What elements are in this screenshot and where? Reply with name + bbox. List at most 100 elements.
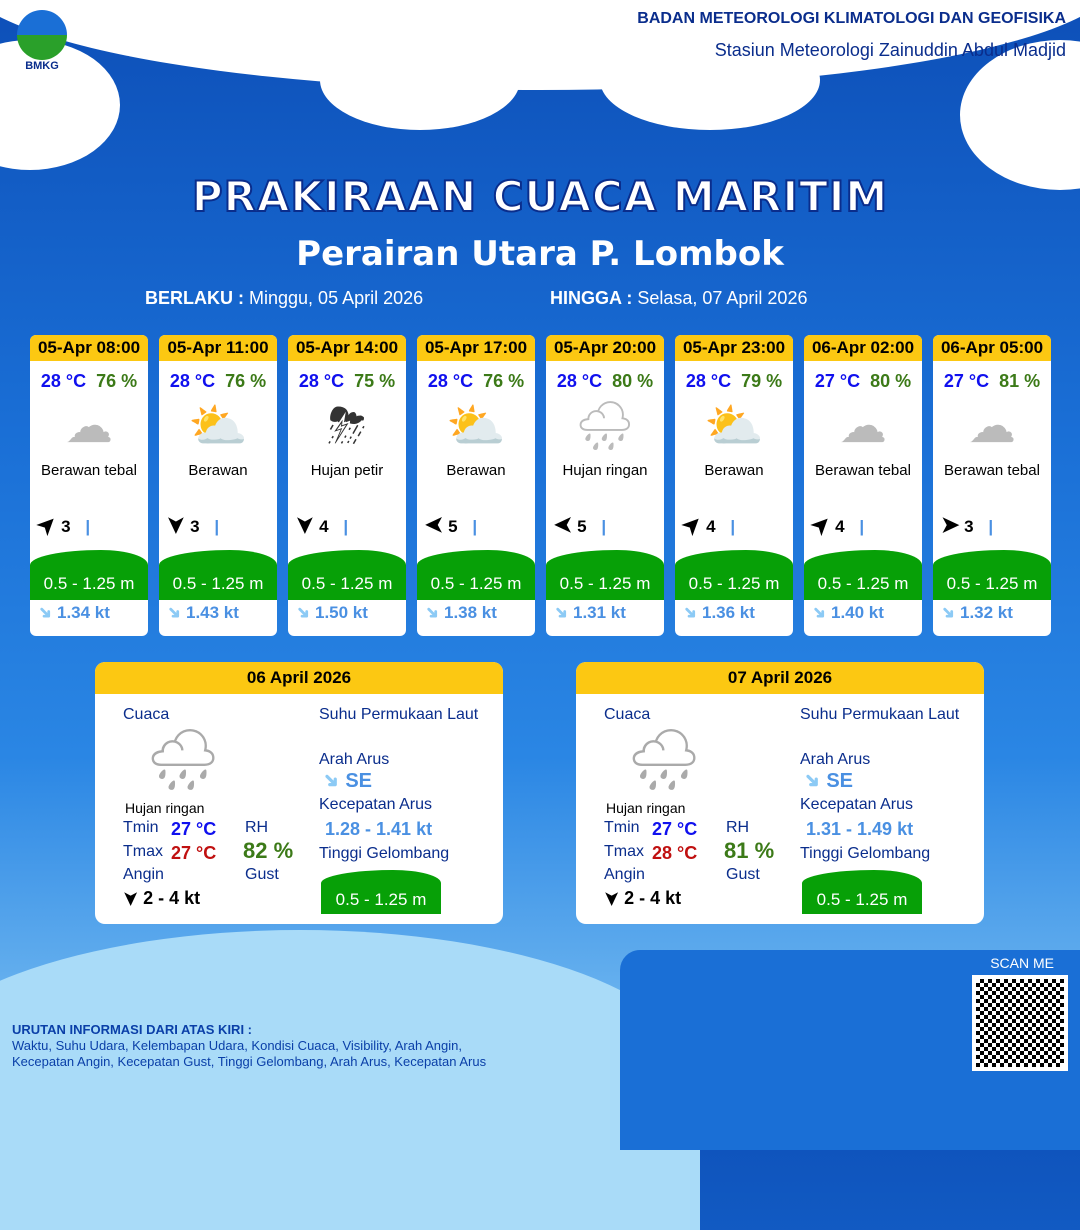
day-date: 06 April 2026 [95, 662, 503, 694]
current-direction: SE [826, 770, 854, 792]
current-speed: 1.32 kt [959, 603, 1013, 622]
current-arrow-icon: ➜ [33, 600, 58, 625]
humidity: 76 % [483, 371, 525, 391]
label-gust: Gust [245, 866, 279, 883]
forecast-time: 05-Apr 08:00 [30, 335, 148, 361]
light-rain-icon: 🌧 [626, 726, 703, 793]
current-arrow-icon: ➜ [420, 600, 445, 625]
weather-condition: Berawan tebal [944, 462, 1040, 479]
temperature: 28 °C [169, 371, 216, 391]
label-rh: RH [726, 819, 750, 836]
weather-condition: Hujan petir [310, 462, 384, 479]
label-tmax: Tmax [604, 843, 644, 860]
weather-condition: Hujan ringan [606, 800, 686, 816]
wave-height: 0.5 - 1.25 m [546, 550, 664, 600]
wave-height: 0.5 - 1.25 m [159, 550, 277, 600]
wave-height: 0.5 - 1.25 m [30, 550, 148, 600]
forecast-card: 06-Apr 02:00 27 °C 80 % ☁ Berawan tebal … [804, 335, 922, 636]
label-tinggi-gelombang: Tinggi Gelombang [800, 845, 931, 862]
tmin-value: 27 °C [652, 819, 698, 839]
wind-arrow-icon: ➤ [121, 890, 142, 907]
forecast-card: 05-Apr 23:00 28 °C 79 % ⛅ Berawan ➤ 4 | … [675, 335, 793, 636]
current-arrow-icon: ➜ [291, 600, 316, 625]
current-speed: 1.40 kt [830, 603, 884, 622]
current-arrow-icon: ➜ [549, 600, 574, 625]
current-speed: 1.43 kt [185, 603, 239, 622]
wind-value: 2 - 4 kt [143, 888, 201, 908]
valid-to: HINGGA : Selasa, 07 April 2026 [550, 288, 808, 308]
rh-value: 82 % [243, 838, 294, 863]
label-arah-arus: Arah Arus [800, 751, 871, 768]
forecast-time: 05-Apr 23:00 [675, 335, 793, 361]
current-arrow-icon: ➜ [678, 600, 703, 625]
label-tmin: Tmin [604, 819, 640, 836]
wind-value: 2 - 4 kt [624, 888, 682, 908]
qr-code[interactable] [972, 975, 1068, 1071]
forecast-card: 05-Apr 14:00 28 °C 75 % ⛈ Hujan petir ➤ … [288, 335, 406, 636]
temperature: 28 °C [40, 371, 87, 391]
forecast-time: 05-Apr 17:00 [417, 335, 535, 361]
label-tmin: Tmin [123, 819, 159, 836]
forecast-card: 06-Apr 05:00 27 °C 81 % ☁ Berawan tebal … [933, 335, 1051, 636]
label-rh: RH [245, 819, 269, 836]
forecast-time: 05-Apr 20:00 [546, 335, 664, 361]
label-kecepatan-arus: Kecepatan Arus [319, 796, 432, 813]
forecast-card: 05-Apr 20:00 28 °C 80 % 🌧 Hujan ringan ➤… [546, 335, 664, 636]
light-rain-icon: 🌧 [145, 726, 222, 793]
bmkg-logo: BMKG [14, 10, 70, 72]
wave-height: 0.5 - 1.25 m [802, 870, 922, 914]
forecast-time: 05-Apr 14:00 [288, 335, 406, 361]
wave-height: 0.5 - 1.25 m [933, 550, 1051, 600]
cloudy-icon: ☁ [968, 400, 1016, 453]
humidity: 80 % [612, 371, 654, 391]
org-name: BADAN METEOROLOGI KLIMATOLOGI DAN GEOFIS… [637, 10, 1066, 27]
wind-speed: 5 [577, 517, 587, 536]
partly-cloudy-icon: ⛅ [188, 400, 248, 453]
cloudy-icon: ☁ [839, 400, 887, 453]
label-tinggi-gelombang: Tinggi Gelombang [319, 845, 450, 862]
label-sst: Suhu Permukaan Laut [319, 706, 479, 723]
humidity: 79 % [741, 371, 783, 391]
wind-speed: 4 [835, 517, 845, 536]
temperature: 28 °C [556, 371, 603, 391]
temperature: 27 °C [943, 371, 990, 391]
current-direction: SE [345, 770, 373, 792]
wave-height: 0.5 - 1.25 m [288, 550, 406, 600]
footer-info: URUTAN INFORMASI DARI ATAS KIRI : Waktu, … [12, 1022, 487, 1069]
wave-height: 0.5 - 1.25 m [417, 550, 535, 600]
current-arrow-icon: ➜ [798, 767, 826, 795]
label-angin: Angin [123, 866, 164, 883]
label-gust: Gust [726, 866, 760, 883]
forecast-time: 05-Apr 11:00 [159, 335, 277, 361]
wind-speed: 3 [190, 517, 200, 536]
weather-condition: Berawan [704, 462, 764, 479]
humidity: 80 % [870, 371, 912, 391]
humidity: 75 % [354, 371, 396, 391]
current-speed: 1.28 - 1.41 kt [325, 819, 433, 839]
current-arrow-icon: ➜ [936, 600, 961, 625]
wind-arrow-icon: ➤ [31, 509, 63, 541]
forecast-card: 05-Apr 08:00 28 °C 76 % ☁ Berawan tebal … [30, 335, 148, 636]
current-speed: 1.31 kt [572, 603, 626, 622]
label-arah-arus: Arah Arus [319, 751, 390, 768]
weather-condition: Berawan tebal [815, 462, 911, 479]
humidity: 76 % [96, 371, 138, 391]
current-arrow-icon: ➜ [162, 600, 187, 625]
current-arrow-icon: ➜ [807, 600, 832, 625]
weather-condition: Berawan tebal [41, 462, 137, 479]
forecast-card: 05-Apr 11:00 28 °C 76 % ⛅ Berawan ➤ 3 | … [159, 335, 277, 636]
weather-condition: Berawan [188, 462, 248, 479]
current-speed: 1.38 kt [443, 603, 497, 622]
weather-condition: Hujan ringan [562, 462, 648, 479]
label-angin: Angin [604, 866, 645, 883]
current-arrow-icon: ➜ [317, 767, 345, 795]
wind-arrow-icon: ➤ [941, 512, 960, 537]
wave-height: 0.5 - 1.25 m [804, 550, 922, 600]
valid-from: BERLAKU : Minggu, 05 April 2026 [145, 288, 424, 308]
wind-speed: 4 [706, 517, 716, 536]
label-cuaca: Cuaca [123, 706, 170, 723]
label-cuaca: Cuaca [604, 706, 651, 723]
wind-arrow-icon: ➤ [805, 509, 837, 541]
temperature: 28 °C [298, 371, 345, 391]
wind-arrow-icon: ➤ [554, 513, 573, 538]
